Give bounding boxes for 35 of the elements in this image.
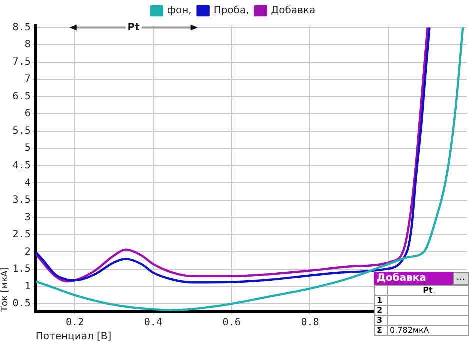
y-tick-label: 6 bbox=[24, 108, 31, 120]
annotation: ... bbox=[453, 272, 469, 285]
y-tick-label: 1.5 bbox=[12, 264, 31, 276]
y-tick-label: 2.5 bbox=[12, 230, 31, 241]
x-tick-label: 0.4 bbox=[144, 318, 162, 329]
y-tick-label: 6.5 bbox=[12, 91, 31, 102]
text: Σ bbox=[375, 326, 388, 336]
text: 0.782мкА bbox=[388, 326, 469, 336]
y-tick-label: 4.5 bbox=[12, 160, 31, 172]
text: 3 bbox=[375, 316, 388, 326]
y-tick-label: 0.5 bbox=[12, 298, 31, 310]
annotation: Pt bbox=[128, 22, 140, 34]
x-tick-label: 0.6 bbox=[222, 318, 241, 329]
x-tick-label: 0.2 bbox=[66, 318, 84, 329]
annotation: 2 bbox=[375, 306, 388, 316]
y-tick-label: 7.5 bbox=[12, 56, 31, 68]
annotation: 1 bbox=[375, 296, 388, 306]
y-tick-label: 7 bbox=[24, 74, 31, 86]
legend-label: Проба, bbox=[214, 6, 250, 17]
y-tick-label: 8.5 bbox=[12, 22, 31, 34]
annotation: Добавка bbox=[374, 272, 453, 285]
y-tick-label: 4 bbox=[24, 178, 31, 189]
y-tick-label: 3 bbox=[24, 212, 31, 224]
annotation: Pt bbox=[388, 286, 469, 296]
x-axis-title: Потенциал [В] bbox=[36, 332, 112, 343]
y-tick-label: 1 bbox=[24, 281, 31, 292]
legend-label: Добавка bbox=[271, 6, 316, 17]
y-tick-label: 3.5 bbox=[12, 195, 31, 206]
y-tick-label: 5.5 bbox=[12, 126, 31, 137]
legend-label: фон, bbox=[167, 6, 192, 17]
x-tick-label: 0.8 bbox=[301, 318, 320, 329]
y-tick-label: 5 bbox=[24, 143, 31, 154]
y-tick-label: 8 bbox=[24, 40, 31, 51]
y-axis-title: Ток [мкА] bbox=[0, 267, 11, 313]
y-tick-label: 2 bbox=[24, 246, 31, 258]
